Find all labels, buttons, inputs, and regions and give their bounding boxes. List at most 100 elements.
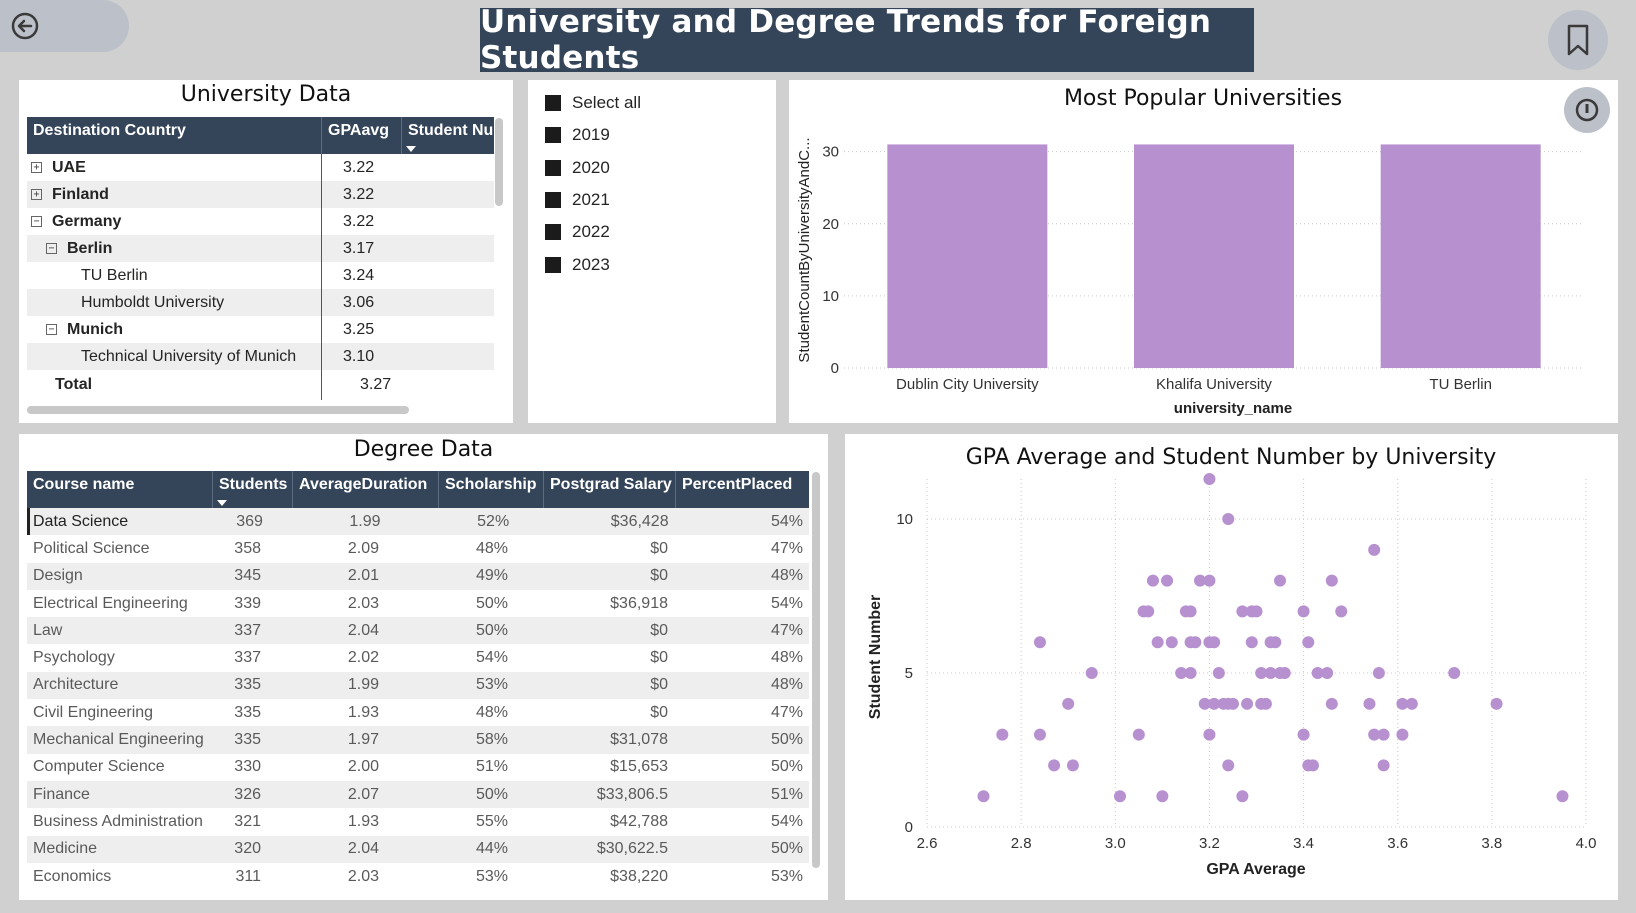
data-point[interactable] (1212, 667, 1225, 680)
data-point[interactable] (1335, 605, 1348, 618)
slicer-item-year[interactable]: 2019 (545, 125, 610, 145)
data-point[interactable] (1156, 790, 1169, 803)
data-point[interactable] (1490, 697, 1503, 710)
data-point[interactable] (1189, 636, 1202, 649)
col-header-percent-placed[interactable]: PercentPlaced (682, 476, 793, 493)
matrix-row[interactable]: + UAE 3.22 (27, 154, 494, 181)
data-point[interactable] (1311, 667, 1324, 680)
data-point[interactable] (1066, 759, 1079, 772)
matrix-row[interactable]: − Munich 3.25 (27, 316, 494, 343)
data-point[interactable] (1321, 667, 1334, 680)
data-point[interactable] (1250, 605, 1263, 618)
slicer-item-year[interactable]: 2022 (545, 222, 610, 242)
col-header-students[interactable]: Students (213, 471, 293, 508)
table-row[interactable]: Psychology 337 2.02 54% $0 48% (27, 644, 809, 671)
bar[interactable] (887, 144, 1048, 368)
table-row[interactable]: Computer Science 330 2.00 51% $15,653 50% (27, 754, 809, 781)
data-point[interactable] (1269, 636, 1282, 649)
focus-mode-button[interactable] (1564, 87, 1610, 133)
col-header-postgrad-salary[interactable]: Postgrad Salary (544, 471, 676, 508)
data-point[interactable] (1448, 667, 1461, 680)
data-point[interactable] (1132, 728, 1145, 741)
data-point[interactable] (1203, 574, 1216, 587)
data-point[interactable] (1259, 697, 1272, 710)
data-point[interactable] (1194, 574, 1207, 587)
data-point[interactable] (1377, 728, 1390, 741)
data-point[interactable] (1236, 790, 1249, 803)
collapse-icon[interactable]: − (46, 243, 57, 254)
col-header-gpaavg[interactable]: GPAavg (322, 117, 402, 154)
data-point[interactable] (1278, 667, 1291, 680)
data-point[interactable] (1306, 759, 1319, 772)
checkbox-icon[interactable] (545, 159, 561, 176)
expand-icon[interactable]: + (31, 162, 42, 173)
col-header-destination-country[interactable]: Destination Country (27, 117, 322, 154)
data-point[interactable] (1325, 574, 1338, 587)
data-point[interactable] (1363, 697, 1376, 710)
data-point[interactable] (1146, 574, 1159, 587)
data-point[interactable] (1184, 605, 1197, 618)
matrix-vertical-scrollbar[interactable] (495, 118, 503, 206)
checkbox-icon[interactable] (545, 191, 561, 208)
data-point[interactable] (1161, 574, 1174, 587)
table-row[interactable]: Design 345 2.01 49% $0 48% (27, 562, 809, 590)
data-point[interactable] (996, 728, 1009, 741)
data-point[interactable] (1203, 473, 1216, 485)
matrix-row[interactable]: TU Berlin 3.24 (27, 262, 494, 289)
data-point[interactable] (1368, 728, 1381, 741)
data-point[interactable] (1062, 697, 1075, 710)
data-point[interactable] (1203, 728, 1216, 741)
data-point[interactable] (1175, 667, 1188, 680)
collapse-icon[interactable]: − (31, 216, 42, 227)
data-point[interactable] (1405, 697, 1418, 710)
data-point[interactable] (1033, 728, 1046, 741)
data-point[interactable] (1222, 759, 1235, 772)
data-point[interactable] (1396, 697, 1409, 710)
bar[interactable] (1380, 144, 1541, 368)
table-row[interactable]: Architecture 335 1.99 53% $0 48% (27, 671, 809, 700)
data-point[interactable] (1396, 728, 1409, 741)
table-row[interactable]: Mechanical Engineering 335 1.97 58% $31,078 5… (27, 726, 809, 754)
matrix-row[interactable]: + Finland 3.22 (27, 181, 494, 208)
checkbox-icon[interactable] (545, 224, 561, 241)
data-point[interactable] (1236, 605, 1249, 618)
table-row[interactable]: Law 337 2.04 50% $0 47% (27, 617, 809, 645)
back-arrow-circle-icon[interactable] (10, 11, 40, 41)
checkbox-icon[interactable] (545, 127, 561, 144)
matrix-row[interactable]: Technical University of Munich 3.10 (27, 343, 494, 370)
data-point[interactable] (1302, 636, 1315, 649)
data-point[interactable] (1113, 790, 1126, 803)
bar[interactable] (1134, 144, 1294, 368)
table-row[interactable]: Electrical Engineering 339 2.03 50% $36,918 5… (27, 590, 809, 617)
data-point[interactable] (1142, 605, 1155, 618)
data-point[interactable] (1241, 697, 1254, 710)
data-point[interactable] (1033, 636, 1046, 649)
data-point[interactable] (1165, 636, 1178, 649)
matrix-horizontal-scrollbar[interactable] (27, 406, 409, 414)
slicer-item-year[interactable]: 2020 (545, 158, 610, 178)
matrix-row[interactable]: − Germany 3.22 (27, 208, 494, 235)
col-header-average-duration[interactable]: AverageDuration (293, 471, 439, 508)
data-point[interactable] (1198, 697, 1211, 710)
data-point[interactable] (1048, 759, 1061, 772)
matrix-row[interactable]: Humboldt University 3.06 (27, 289, 494, 316)
col-header-student-number[interactable]: Student Nu (402, 117, 494, 154)
col-header-course-name[interactable]: Course name (27, 471, 213, 508)
table-row[interactable]: Economics 311 2.03 53% $38,220 53% (27, 863, 809, 890)
data-point[interactable] (1297, 605, 1310, 618)
data-point[interactable] (1222, 513, 1235, 526)
degree-table-vertical-scrollbar[interactable] (812, 472, 820, 868)
slicer-item-year[interactable]: 2023 (545, 255, 610, 275)
data-point[interactable] (1556, 790, 1569, 803)
data-point[interactable] (1208, 697, 1221, 710)
table-row[interactable]: Political Science 358 2.09 48% $0 47% (27, 535, 809, 562)
data-point[interactable] (1264, 667, 1277, 680)
table-row[interactable]: Business Administration 321 1.93 55% $42,788… (27, 808, 809, 835)
collapse-icon[interactable]: − (46, 324, 57, 335)
table-row[interactable]: Civil Engineering 335 1.93 48% $0 47% (27, 699, 809, 726)
data-point[interactable] (1372, 667, 1385, 680)
data-point[interactable] (1245, 636, 1258, 649)
data-point[interactable] (1085, 667, 1098, 680)
bookmark-button[interactable] (1548, 10, 1608, 70)
table-row[interactable]: Medicine 320 2.04 44% $30,622.5 50% (27, 835, 809, 863)
